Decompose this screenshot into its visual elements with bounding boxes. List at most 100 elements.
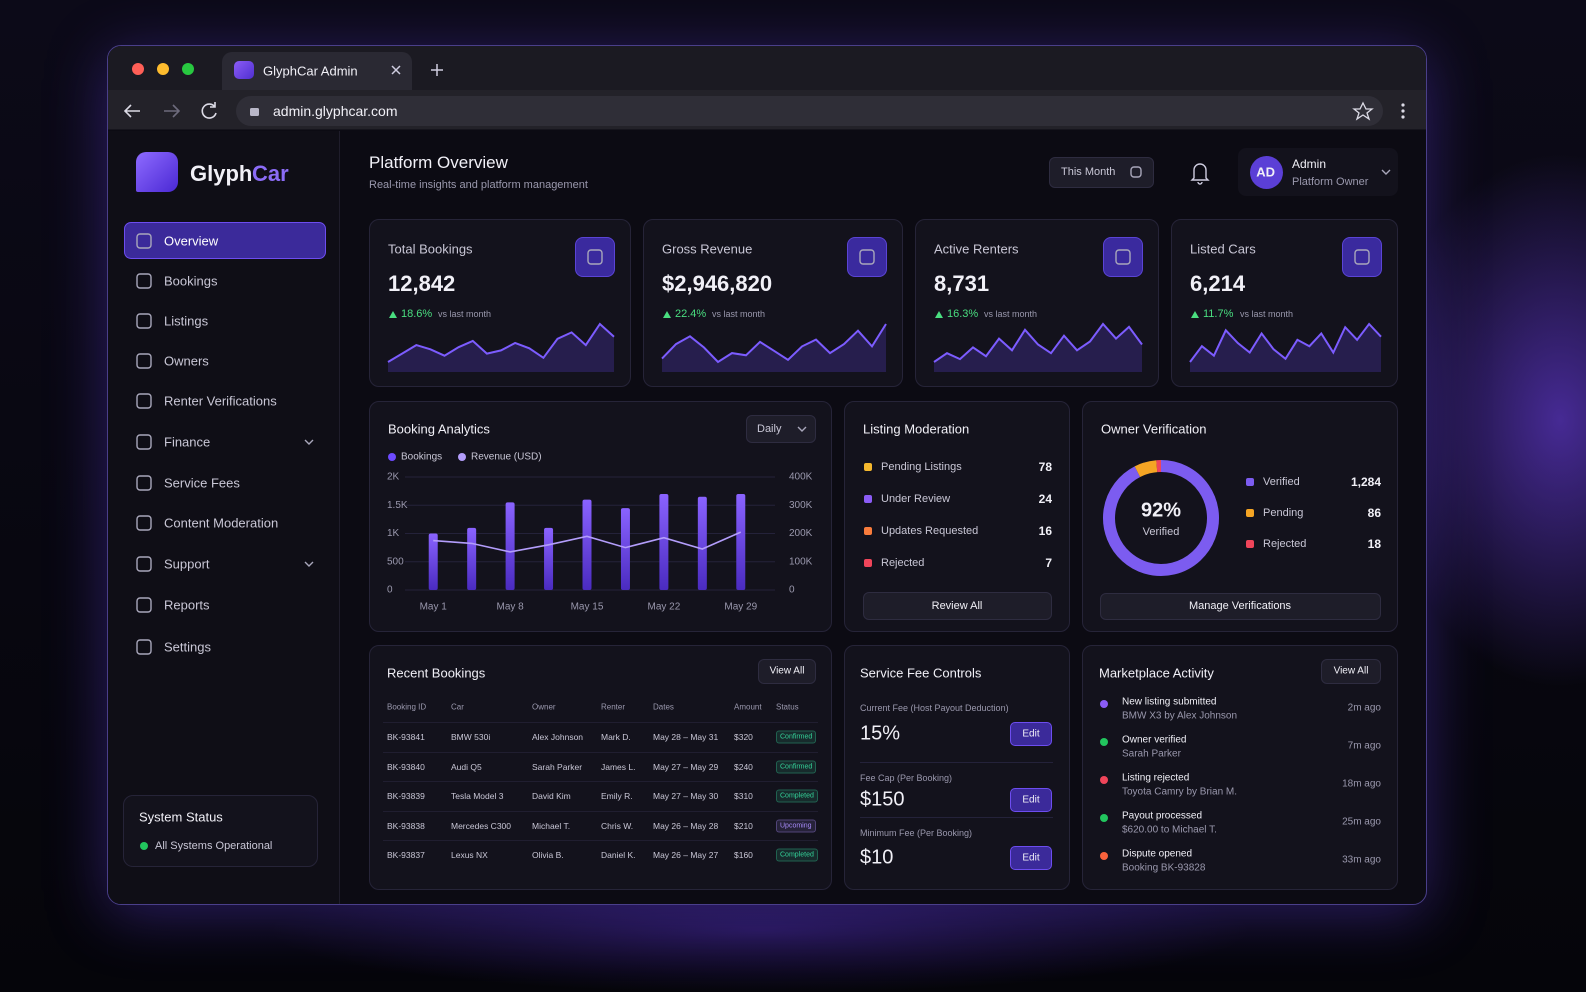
nav-item[interactable] <box>124 262 326 299</box>
window-control[interactable] <box>132 63 144 75</box>
column-header: Dates <box>653 702 674 712</box>
stat-label: Gross Revenue <box>662 241 753 257</box>
card-title: Listing Moderation <box>863 421 970 437</box>
item-label: Pending Listings <box>881 461 962 473</box>
view-all-button[interactable] <box>758 659 816 684</box>
table-cell: $310 <box>734 791 753 802</box>
button-label: Edit <box>1022 852 1040 864</box>
tab-favicon <box>234 61 254 79</box>
legend-value: 86 <box>1367 506 1381 520</box>
nav-item[interactable] <box>124 628 326 665</box>
table-cell: May 27 – May 29 <box>653 761 719 772</box>
nav-label: Owners <box>164 353 209 369</box>
legend-label: Verified <box>1263 476 1300 488</box>
item-value: 16 <box>1038 524 1052 538</box>
system-status-title: System Status <box>139 809 223 825</box>
stat-change: 16.3% <box>947 308 979 320</box>
stat-value: 8,731 <box>934 271 990 296</box>
column-header: Owner <box>532 702 556 712</box>
table-cell: $210 <box>734 820 753 831</box>
chart-title: Booking Analytics <box>388 421 490 437</box>
fee-value: $150 <box>860 788 905 811</box>
button-label: Edit <box>1022 728 1040 740</box>
button-label: Edit <box>1022 794 1040 806</box>
item-value: 24 <box>1038 492 1052 506</box>
card-title: Owner Verification <box>1101 421 1207 437</box>
activity-detail: Booking BK-93828 <box>1122 862 1206 874</box>
table-cell: May 26 – May 28 <box>653 820 719 831</box>
table-cell: Daniel K. <box>601 850 636 861</box>
row-divider <box>383 840 818 842</box>
activity-detail: Toyota Camry by Brian M. <box>1122 786 1238 798</box>
nav-item[interactable] <box>124 423 326 460</box>
review-button[interactable] <box>863 592 1052 620</box>
table-cell: James L. <box>601 761 636 772</box>
nav-label: Settings <box>164 639 211 655</box>
user-name: Admin <box>1292 157 1327 171</box>
nav-label: Service Fees <box>164 475 240 491</box>
system-status-message: All Systems Operational <box>155 840 273 852</box>
table-cell: $240 <box>734 761 753 772</box>
manage-button[interactable] <box>1100 593 1381 620</box>
table-cell: BK-93837 <box>387 850 425 861</box>
nav-item[interactable] <box>124 302 326 339</box>
table-cell: Emily R. <box>601 791 633 802</box>
legend-label: Pending <box>1263 507 1304 519</box>
edit-button[interactable] <box>1010 846 1052 870</box>
stat-change: 18.6% <box>401 308 433 320</box>
chart-period: Daily <box>757 423 782 435</box>
activity-time: 2m ago <box>1347 702 1381 714</box>
status-badge: Completed <box>776 789 818 803</box>
table-cell: David Kim <box>532 791 571 802</box>
activity-detail: $620.00 to Michael T. <box>1122 824 1217 836</box>
url: admin.glyphcar.com <box>273 103 398 119</box>
column-header: Renter <box>601 702 626 712</box>
stat-change: 22.4% <box>675 308 707 320</box>
item-label: Updates Requested <box>881 525 979 537</box>
edit-button[interactable] <box>1010 722 1052 746</box>
item-value: 7 <box>1045 556 1052 570</box>
page-title: Platform Overview <box>369 153 508 172</box>
window-control[interactable] <box>157 63 169 75</box>
activity-time: 18m ago <box>1342 778 1381 790</box>
nav-item[interactable] <box>124 545 326 582</box>
item-value: 78 <box>1038 460 1052 474</box>
activity-time: 33m ago <box>1342 854 1381 866</box>
status-badge: Completed <box>776 848 818 862</box>
table-cell: Olivia B. <box>532 850 564 861</box>
edit-button[interactable] <box>1010 788 1052 812</box>
window-control[interactable] <box>182 63 194 75</box>
address-bar[interactable] <box>236 96 1383 126</box>
nav-label: Listings <box>164 313 209 329</box>
nav-label: Support <box>164 556 210 572</box>
stat-icon <box>847 237 887 277</box>
divider <box>860 762 1053 763</box>
fee-label: Current Fee (Host Payout Deduction) <box>860 703 1009 713</box>
stat-icon <box>1342 237 1382 277</box>
item-label: Rejected <box>881 557 925 569</box>
nav-item[interactable] <box>124 342 326 379</box>
nav-label: Finance <box>164 434 211 450</box>
nav-item[interactable] <box>124 222 326 259</box>
nav-label: Overview <box>164 233 219 249</box>
view-all-button[interactable] <box>1321 659 1381 684</box>
table-cell: BMW 530i <box>451 732 491 742</box>
row-divider <box>383 722 818 723</box>
activity-title: New listing submitted <box>1122 696 1217 708</box>
item-label: Under Review <box>881 493 951 505</box>
column-header: Status <box>776 702 799 712</box>
activity-title: Payout processed <box>1122 810 1203 822</box>
fee-label: Minimum Fee (Per Booking) <box>860 828 973 838</box>
nav-item[interactable] <box>124 586 326 623</box>
button-label: View All <box>769 665 805 677</box>
card-title: Service Fee Controls <box>860 665 982 681</box>
brand-accent: Car <box>252 161 289 186</box>
logo-mark <box>136 152 178 192</box>
fee-label: Fee Cap (Per Booking) <box>860 773 953 783</box>
fee-value: 15% <box>860 722 901 745</box>
divider <box>860 817 1053 818</box>
button-label: View All <box>1333 665 1369 677</box>
stat-icon <box>1103 237 1143 277</box>
table-cell: May 28 – May 31 <box>653 732 719 742</box>
